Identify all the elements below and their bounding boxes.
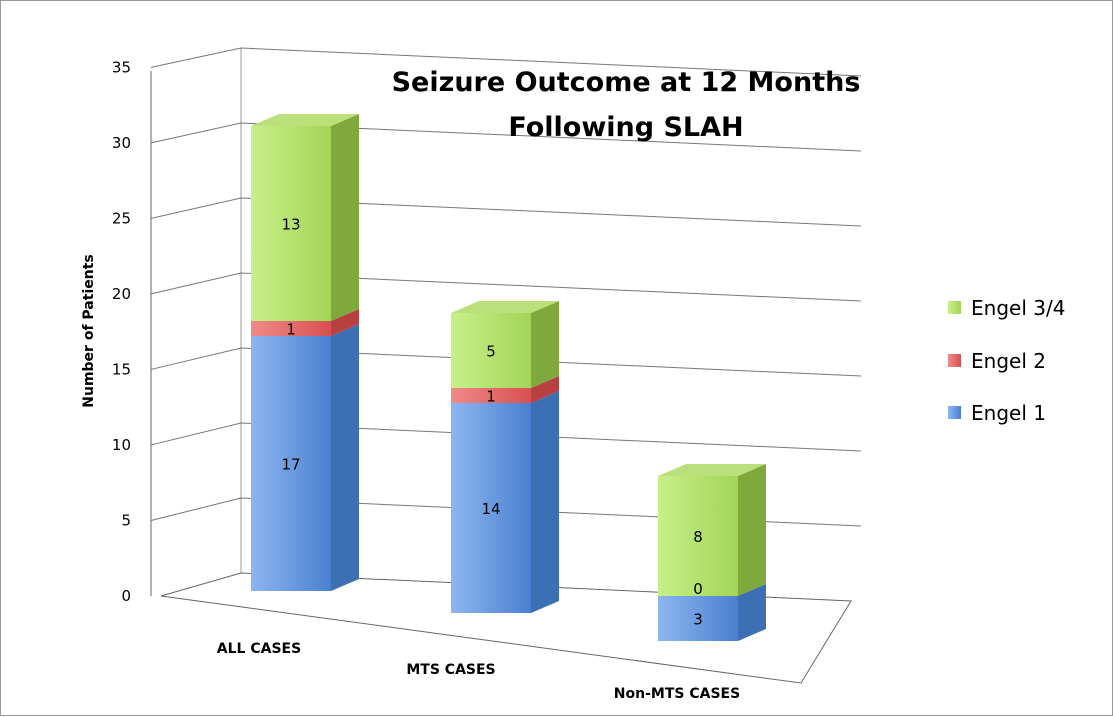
gridline	[150, 197, 862, 227]
y-axis-label: Number of Patients	[81, 254, 97, 407]
data-label: 1	[486, 388, 496, 406]
gridline	[150, 272, 862, 302]
bar-top	[451, 301, 559, 313]
data-label: 8	[693, 528, 703, 546]
y-tick-label: 30	[112, 134, 131, 152]
bar-segment-engel-1	[251, 336, 331, 591]
chart-title-line-1: Seizure Outcome at 12 Months	[392, 67, 861, 98]
gridline	[150, 422, 862, 452]
bar-side	[331, 324, 359, 591]
bar-segment-engel-2	[451, 388, 531, 403]
bar-side	[331, 114, 359, 321]
data-label: 3	[693, 611, 703, 629]
legend-label: Engel 1	[971, 401, 1046, 425]
legend-label: Engel 3/4	[971, 296, 1065, 320]
data-label: 17	[281, 456, 300, 474]
bar-side	[738, 464, 766, 596]
data-label: 13	[281, 216, 300, 234]
y-tick-label: 10	[112, 436, 131, 454]
y-tick-label: 0	[121, 587, 131, 605]
bar-segment-engel-3-4	[251, 126, 331, 321]
data-label: 5	[486, 343, 496, 361]
data-label: 0	[693, 580, 703, 598]
bar-segment-engel-1	[451, 403, 531, 613]
y-tick-label: 35	[112, 58, 131, 76]
y-tick-label: 5	[121, 511, 131, 529]
bar-top	[251, 114, 359, 126]
x-tick-label: Non-MTS CASES	[614, 686, 740, 702]
gridline	[150, 47, 862, 77]
data-label: 1	[286, 321, 296, 339]
gridline	[150, 497, 862, 527]
y-tick-label: 25	[112, 209, 131, 227]
legend-swatch	[948, 301, 961, 314]
legend-swatch	[948, 354, 961, 367]
bar-side	[531, 301, 559, 388]
y-tick-label: 20	[112, 285, 131, 303]
bar-side	[531, 376, 559, 403]
gridline	[150, 347, 862, 377]
bar-side	[738, 584, 766, 641]
bar-side	[531, 391, 559, 613]
floor	[160, 572, 852, 684]
bar-segment-engel-3-4	[451, 313, 531, 388]
legend-label: Engel 2	[971, 349, 1046, 373]
y-tick-label: 15	[112, 360, 131, 378]
chart-title-line-2: Following SLAH	[508, 112, 743, 143]
data-label: 14	[481, 500, 500, 518]
bar-segment-engel-1	[658, 596, 738, 641]
bar-top	[658, 464, 766, 476]
x-tick-label: ALL CASES	[217, 641, 301, 657]
bar-side	[331, 309, 359, 336]
legend-swatch	[948, 406, 961, 419]
gridline	[150, 122, 862, 152]
bar-segment-engel-3-4	[658, 476, 738, 596]
bar-segment-engel-2	[251, 321, 331, 336]
x-tick-label: MTS CASES	[406, 662, 495, 678]
